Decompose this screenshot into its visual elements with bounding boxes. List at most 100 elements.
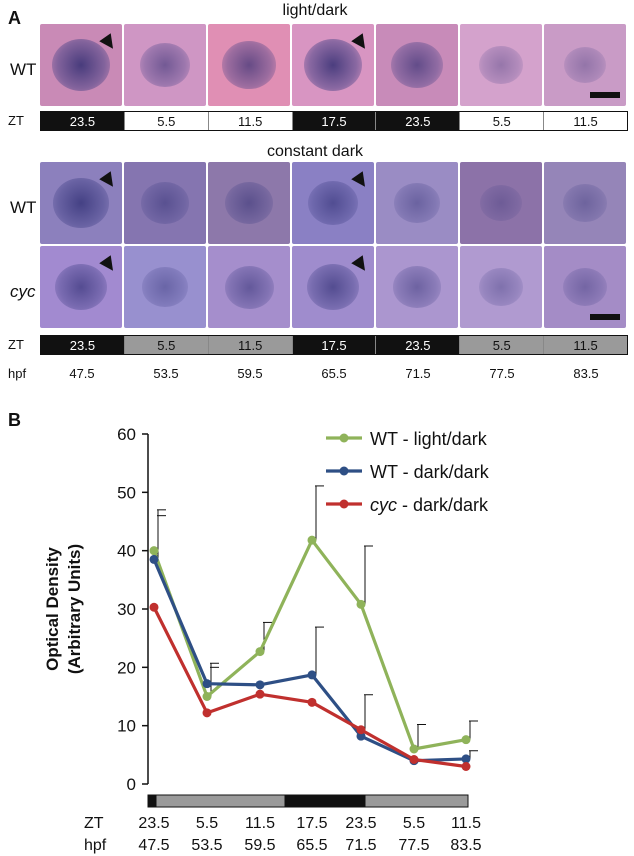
legend-label: cyc - dark/dark <box>370 495 489 515</box>
stained-cell-mass <box>53 178 109 228</box>
light-dark-image-4 <box>292 24 374 106</box>
light-cycle-band <box>364 794 469 808</box>
zt-label-ld: ZT <box>8 113 24 128</box>
stained-cell-mass <box>394 183 440 223</box>
cyc-dark-image-6 <box>460 246 542 328</box>
stained-cell-mass <box>304 39 362 91</box>
wt-dark-image-7 <box>544 162 626 244</box>
zt-cell: 17.5 <box>292 336 377 354</box>
scale-bar <box>590 92 620 98</box>
zt-cell: 23.5 <box>376 112 461 130</box>
zt-cell: 5.5 <box>124 336 209 354</box>
row-label-cyc: cyc <box>10 282 36 301</box>
panel-b-letter: B <box>8 410 21 430</box>
series-line-3 <box>152 606 467 769</box>
light-cycle-band <box>147 794 157 808</box>
x-tick-label-hpf: 53.5 <box>191 837 222 854</box>
x-tick-label-hpf: 77.5 <box>398 837 429 854</box>
x-tick-label-hpf: 71.5 <box>345 837 376 854</box>
arrowhead-icon <box>351 171 371 191</box>
wt-dark-image-4 <box>292 162 374 244</box>
light-dark-image-7 <box>544 24 626 106</box>
hpf-label-a: hpf <box>8 366 27 381</box>
constant-dark-title: constant dark <box>266 143 364 160</box>
data-point <box>409 755 419 764</box>
series-line-2 <box>152 558 467 763</box>
x-tick-label-hpf: 65.5 <box>296 837 327 854</box>
data-point <box>307 697 317 707</box>
stained-cell-mass <box>140 43 190 87</box>
stained-cell-mass <box>563 46 607 84</box>
data-point <box>149 602 159 612</box>
legend-label: WT - dark/dark <box>370 462 490 482</box>
hpf-value: 77.5 <box>489 366 515 381</box>
wt-dark-image-2 <box>124 162 206 244</box>
zt-cell: 11.5 <box>208 112 293 130</box>
zt-cell: 11.5 <box>544 112 628 130</box>
chart-error-bars <box>157 485 478 759</box>
hpf-value: 47.5 <box>69 366 95 381</box>
y-tick-label: 60 <box>117 425 136 444</box>
zt-bar-light-dark: 23.5 5.5 11.5 17.5 23.5 5.5 11.5 <box>40 111 628 131</box>
hpf-axis-label: hpf <box>84 837 107 854</box>
cyc-dark-image-5 <box>376 246 458 328</box>
data-point <box>461 754 471 764</box>
y-tick-label: 40 <box>117 542 136 561</box>
data-point <box>202 692 212 701</box>
zt-axis-label: ZT <box>84 815 104 832</box>
light-dark-image-3 <box>208 24 290 106</box>
data-point <box>307 670 317 680</box>
y-tick-label: 30 <box>117 600 136 619</box>
hpf-value: 71.5 <box>405 366 431 381</box>
data-point <box>149 554 159 564</box>
zt-cell: 17.5 <box>292 112 377 130</box>
hpf-value: 53.5 <box>153 366 179 381</box>
data-point <box>356 599 366 609</box>
light-dark-image-6 <box>460 24 542 106</box>
stained-cell-mass <box>222 41 276 89</box>
stained-cell-mass <box>142 267 188 307</box>
x-tick-label-zt: 5.5 <box>196 815 218 832</box>
arrowhead-icon <box>351 255 371 275</box>
row-label-wt-dd: WT <box>10 198 37 217</box>
panel-a-letter: A <box>8 8 21 28</box>
stained-cell-mass <box>306 263 360 311</box>
data-point <box>307 535 317 545</box>
stained-cell-mass <box>479 46 523 84</box>
cyc-dark-image-2 <box>124 246 206 328</box>
stained-cell-mass <box>224 181 274 225</box>
light-cycle-band <box>284 794 366 808</box>
data-point <box>409 744 419 754</box>
stained-cell-mass <box>563 184 607 222</box>
x-tick-label-zt: 11.5 <box>451 815 481 832</box>
x-tick-label-zt: 17.5 <box>296 815 327 832</box>
legend-swatch-marker <box>339 433 349 443</box>
x-tick-label-zt: 23.5 <box>345 815 376 832</box>
x-tick-label-hpf: 47.5 <box>138 837 169 854</box>
light-dark-image-2 <box>124 24 206 106</box>
stained-cell-mass <box>307 180 359 226</box>
data-point <box>255 647 265 657</box>
data-point <box>202 679 212 689</box>
x-tick-label-zt: 11.5 <box>245 815 275 832</box>
zt-cell: 23.5 <box>41 336 125 354</box>
cyc-dark-image-1 <box>40 246 122 328</box>
legend-swatch-marker <box>339 466 349 476</box>
zt-cell: 5.5 <box>460 336 545 354</box>
zt-bar-constant-dark: 23.5 5.5 11.5 17.5 23.5 5.5 11.5 <box>40 335 628 355</box>
stained-cell-mass <box>52 39 110 91</box>
stained-cell-mass <box>479 268 523 306</box>
stained-cell-mass <box>141 182 189 224</box>
arrowhead-icon <box>99 255 119 275</box>
zt-label-dd: ZT <box>8 337 24 352</box>
chart-legend: WT - light/dark WT - dark/dark cyc - dark/… <box>326 429 490 515</box>
data-point <box>461 735 471 745</box>
cyc-dark-image-7 <box>544 246 626 328</box>
x-tick-label-hpf: 59.5 <box>244 837 275 854</box>
data-point <box>149 546 159 556</box>
stained-cell-mass <box>393 266 441 308</box>
data-point <box>255 680 265 690</box>
zt-cell: 23.5 <box>41 112 125 130</box>
y-tick-label: 0 <box>127 775 136 794</box>
legend-label-italic: cyc <box>370 495 397 515</box>
